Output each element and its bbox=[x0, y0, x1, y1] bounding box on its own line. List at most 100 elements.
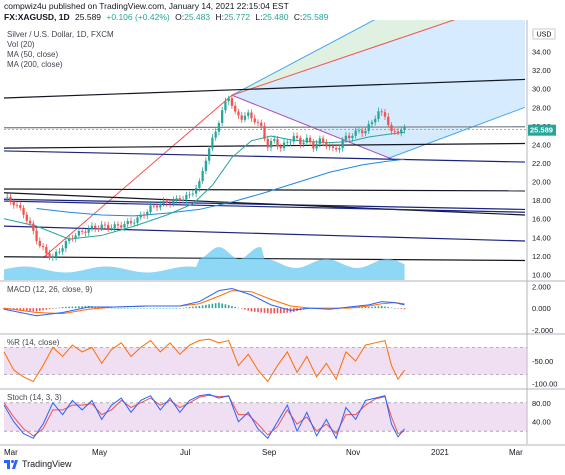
candle-body bbox=[302, 142, 305, 145]
macd-histogram-bar bbox=[374, 306, 377, 309]
time-tick-label: Nov bbox=[346, 448, 360, 457]
candle-body bbox=[123, 224, 126, 228]
candle-body bbox=[286, 142, 289, 144]
stoch-tick-label: 40.00 bbox=[532, 418, 551, 427]
candle-body bbox=[48, 253, 51, 258]
macd-histogram-bar bbox=[208, 304, 210, 309]
legend-title: Silver / U.S. Dollar, 1D, FXCM bbox=[7, 30, 114, 39]
macd-histogram-bar bbox=[113, 308, 116, 309]
candle-body bbox=[129, 221, 133, 224]
macd-histogram-bar bbox=[237, 307, 240, 309]
trend-line bbox=[4, 192, 526, 216]
price-tick-label: 12.00 bbox=[532, 252, 551, 261]
candle-body bbox=[142, 215, 146, 216]
candle-body bbox=[120, 225, 123, 228]
macd-histogram-bar bbox=[179, 308, 181, 309]
macd-histogram-bar bbox=[397, 308, 399, 309]
macd-histogram-bar bbox=[136, 308, 139, 309]
candle-body bbox=[136, 217, 139, 223]
macd-histogram-bar bbox=[234, 306, 236, 309]
price-change: +0.106 (+0.42%) bbox=[106, 12, 170, 22]
macd-histogram-bar bbox=[182, 307, 184, 309]
macd-histogram-bar bbox=[120, 308, 123, 309]
candle-body bbox=[133, 222, 136, 224]
price-tick-label: 34.00 bbox=[532, 48, 551, 57]
candle-body bbox=[393, 131, 396, 132]
candle-body bbox=[367, 124, 370, 131]
currency-box bbox=[532, 28, 556, 40]
macd-histogram-bar bbox=[218, 302, 220, 309]
candle-body bbox=[400, 129, 403, 133]
macd-histogram-bar bbox=[169, 308, 171, 309]
macd-histogram-bar bbox=[270, 308, 272, 314]
candle-body bbox=[351, 135, 354, 139]
stoch-k-line bbox=[3, 393, 405, 440]
macd-histogram-bar bbox=[205, 304, 207, 309]
macd-histogram-bar bbox=[84, 306, 87, 309]
candle-body bbox=[328, 146, 331, 148]
macd-histogram-bar bbox=[22, 308, 25, 311]
macd-histogram-bar bbox=[16, 308, 18, 311]
time-tick-label: 2021 bbox=[431, 448, 449, 457]
candle-body bbox=[221, 110, 224, 124]
candle-body bbox=[308, 137, 312, 143]
macd-histogram-bar bbox=[371, 306, 373, 309]
wr-band bbox=[4, 347, 527, 375]
candle-body bbox=[377, 111, 380, 119]
macd-histogram-bar bbox=[211, 303, 214, 309]
macd-histogram-bar bbox=[29, 308, 31, 311]
candle-body bbox=[181, 199, 185, 201]
candle-body bbox=[380, 111, 383, 113]
macd-histogram-bar bbox=[39, 308, 41, 311]
candle-body bbox=[403, 127, 406, 130]
candle-body bbox=[390, 125, 393, 132]
tradingview-footer[interactable]: TradingView bbox=[4, 459, 72, 469]
candle-body bbox=[15, 205, 19, 206]
candle-body bbox=[77, 230, 81, 236]
macd-histogram-bar bbox=[390, 307, 393, 309]
macd-histogram-bar bbox=[61, 307, 64, 309]
macd-histogram-bar bbox=[364, 307, 367, 309]
last-price-badge bbox=[528, 124, 556, 136]
candle-body bbox=[318, 138, 321, 144]
candle-body bbox=[22, 207, 25, 215]
macd-histogram-bar bbox=[192, 306, 194, 309]
volume-area bbox=[4, 247, 405, 280]
candle-body bbox=[126, 221, 129, 225]
macd-histogram-bar bbox=[81, 306, 83, 309]
candle-body bbox=[168, 203, 172, 205]
macd-histogram-bar bbox=[244, 308, 246, 310]
candle-body bbox=[107, 224, 110, 229]
candle-body bbox=[208, 148, 211, 161]
price-tick-label: 32.00 bbox=[532, 66, 551, 75]
macd-histogram-bar bbox=[48, 308, 51, 310]
candle-body bbox=[256, 122, 260, 124]
candle-body bbox=[198, 181, 201, 188]
candle-body bbox=[61, 248, 64, 252]
candle-body bbox=[253, 118, 256, 123]
macd-histogram-bar bbox=[25, 308, 28, 311]
time-tick-label: May bbox=[92, 448, 107, 457]
price-tick-label: 24.00 bbox=[532, 140, 551, 149]
candle-body bbox=[100, 224, 103, 229]
candle-body bbox=[116, 224, 120, 226]
last-price: 25.589 bbox=[75, 12, 102, 22]
macd-histogram-bar bbox=[126, 308, 129, 309]
macd-line bbox=[3, 287, 405, 317]
candle-body bbox=[396, 131, 400, 133]
candle-body bbox=[45, 247, 48, 254]
candle-body bbox=[273, 139, 276, 141]
candle-body bbox=[269, 140, 273, 148]
candle-body bbox=[344, 135, 348, 140]
macd-histogram-bar bbox=[35, 308, 38, 312]
legend-vol: Vol (20) bbox=[7, 40, 35, 49]
candle-body bbox=[247, 112, 250, 116]
candle-body bbox=[204, 160, 208, 171]
macd-histogram-bar bbox=[195, 306, 197, 309]
candle-body bbox=[71, 238, 74, 240]
candle-body bbox=[28, 220, 32, 224]
macd-histogram-bar bbox=[130, 308, 132, 309]
candle-body bbox=[370, 122, 374, 125]
price-tick-label: 10.00 bbox=[532, 270, 551, 279]
